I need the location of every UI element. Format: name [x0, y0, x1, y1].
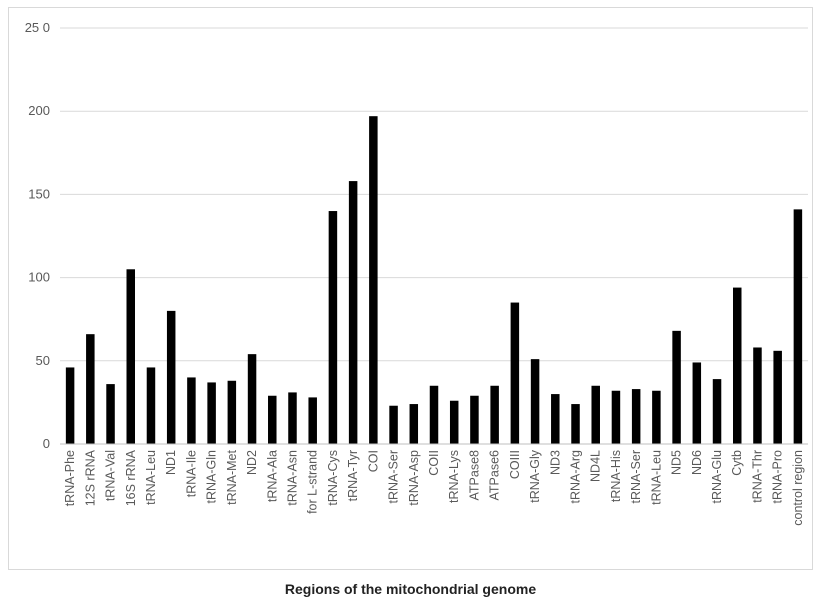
x-tick-label: control region [791, 450, 805, 526]
x-tick-label: ND3 [548, 450, 562, 475]
bar [166, 310, 176, 444]
x-tick-label: ATPase6 [488, 450, 502, 501]
bar [510, 302, 520, 444]
y-tick-label: 100 [28, 270, 50, 285]
bar [288, 392, 297, 444]
x-tick-label: tRNA-Cys [326, 450, 340, 506]
bar [712, 379, 722, 444]
x-tick-label: tRNA-Leu [649, 450, 663, 505]
bar-chart: 0 50 100 150 200 25 0 tRNA-Phe 12S rRNA tRNA-Va… [25, 20, 808, 526]
x-tick-label: tRNA-Tyr [346, 450, 360, 501]
x-tick-label: tRNA-Ser [387, 450, 401, 503]
y-tick-label: 50 [36, 353, 50, 368]
x-tick-label: tRNA-Leu [144, 450, 158, 505]
gridlines [60, 27, 808, 362]
x-tick-label: tRNA-Val [104, 450, 118, 501]
bar [409, 404, 419, 444]
x-tick-label: COI [366, 450, 380, 472]
y-tick-label: 200 [28, 103, 50, 118]
y-tick-label: 150 [28, 186, 50, 201]
bar [348, 181, 358, 444]
x-tick-label: for L-strand [306, 450, 320, 514]
x-tick-label: tRNA-Glu [710, 450, 724, 504]
x-tick-label: tRNA-His [609, 450, 623, 502]
x-tick-label: tRNA-Gln [205, 450, 219, 504]
bar [389, 405, 398, 444]
x-tick-label: tRNA-Met [225, 449, 239, 504]
bar [571, 404, 580, 444]
chart-frame [8, 7, 813, 570]
bar [106, 384, 115, 444]
bar [591, 385, 600, 444]
bar [530, 359, 540, 444]
bar [227, 380, 237, 444]
bar [490, 385, 499, 444]
bar [551, 394, 560, 444]
x-tick-label: ND2 [245, 450, 259, 475]
bar [470, 395, 479, 444]
x-tick-label: tRNA-Ser [629, 450, 643, 503]
bar [187, 377, 196, 444]
x-axis-ticks: tRNA-Phe 12S rRNA tRNA-Val 16S rRNA tRNA-Leu… [63, 449, 805, 525]
x-tick-label: tRNA-Lys [447, 450, 461, 503]
bar [65, 367, 75, 444]
x-tick-label: 16S rRNA [124, 449, 138, 506]
bar [328, 211, 338, 444]
x-axis-title: Regions of the mitochondrial genome [284, 581, 537, 597]
x-tick-label: tRNA-Asp [407, 450, 421, 506]
x-tick-label: COIII [508, 450, 522, 479]
x-tick-label: ND5 [670, 450, 684, 475]
x-tick-label: COII [427, 450, 441, 476]
bar [611, 390, 621, 444]
bar [207, 382, 216, 444]
x-tick-label: 12S rRNA [83, 449, 97, 506]
bar [732, 287, 742, 444]
x-tick-label: tRNA-Ile [184, 450, 198, 497]
x-tick-label: tRNA-Arg [569, 450, 583, 504]
x-tick-label: tRNA-Ala [265, 450, 279, 502]
x-tick-label: ND4L [589, 450, 603, 482]
x-tick-label: ATPase8 [467, 450, 481, 501]
x-tick-label: tRNA-Phe [63, 450, 77, 506]
y-axis-ticks: 0 50 100 150 200 25 0 [25, 20, 50, 451]
x-tick-label: tRNA-Asn [285, 450, 299, 506]
x-tick-label: ND6 [690, 450, 704, 475]
bar [692, 362, 702, 444]
x-tick-label: ND1 [164, 450, 178, 475]
bar [631, 389, 641, 444]
bars [65, 116, 803, 444]
bar [126, 269, 136, 444]
x-tick-label: tRNA-Pro [771, 450, 785, 504]
bar [793, 209, 803, 444]
x-tick-label: tRNA-Thr [750, 450, 764, 503]
bar [369, 116, 378, 444]
bar [247, 354, 257, 444]
bar [429, 385, 439, 444]
bar [773, 350, 782, 444]
bar [652, 390, 661, 444]
bar [449, 400, 459, 444]
bar [753, 347, 762, 444]
y-tick-label: 25 0 [25, 20, 50, 35]
bar [146, 367, 156, 444]
bar [672, 330, 681, 444]
bar [308, 397, 317, 444]
x-tick-label: Cytb [730, 450, 744, 476]
y-tick-label: 0 [43, 436, 50, 451]
bar [86, 334, 95, 444]
x-tick-label: tRNA-Gly [528, 449, 542, 503]
bar [268, 395, 277, 444]
